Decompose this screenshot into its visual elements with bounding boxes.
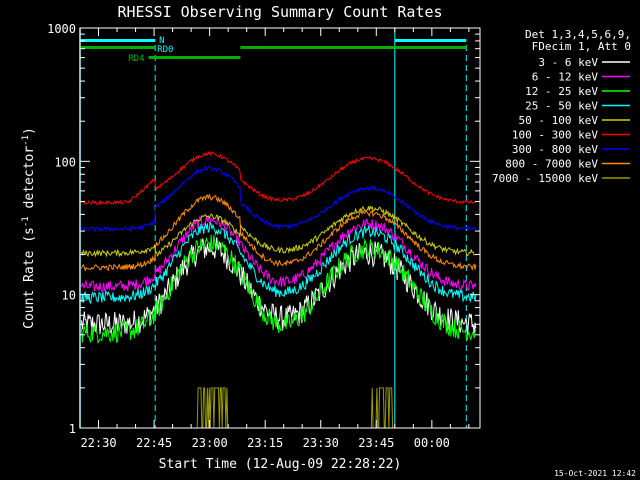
y-axis: 1 10 100 1000 bbox=[47, 22, 480, 436]
night-flag-bar bbox=[394, 39, 467, 42]
x-tick-label: 00:00 bbox=[414, 436, 450, 450]
x-axis: 22:30 22:45 23:00 23:15 23:30 23:45 00:00 bbox=[79, 28, 470, 450]
rd4-flag-bar bbox=[148, 56, 241, 59]
series-line-6 bbox=[81, 150, 477, 206]
flag-label-n: N bbox=[159, 36, 164, 46]
x-tick-label: 23:30 bbox=[303, 436, 339, 450]
series-line-7 bbox=[81, 166, 477, 233]
legend-entry-label: 12 - 25 keV bbox=[525, 85, 598, 98]
y-axis-label-end: ) bbox=[22, 127, 37, 135]
legend-entry-label: 800 - 7000 keV bbox=[505, 158, 598, 171]
legend-entry-label: 100 - 300 keV bbox=[512, 129, 598, 142]
series-line-5 bbox=[81, 205, 476, 258]
series-line-3 bbox=[81, 234, 477, 345]
x-tick-label: 22:30 bbox=[80, 436, 116, 450]
y-tick-label: 1000 bbox=[47, 22, 76, 36]
x-axis-label: Start Time (12-Aug-09 22:28:22) bbox=[159, 457, 402, 472]
series-line-4 bbox=[81, 222, 477, 305]
x-tick-label: 22:45 bbox=[136, 436, 172, 450]
legend-entry-label: 3 - 6 keV bbox=[538, 56, 598, 69]
x-tick-label: 23:15 bbox=[247, 436, 283, 450]
series-line-8 bbox=[81, 193, 477, 272]
y-tick-label: 1 bbox=[69, 422, 76, 436]
x-tick-label: 23:00 bbox=[192, 436, 228, 450]
legend-entry-label: 50 - 100 keV bbox=[519, 114, 599, 127]
series-line-2 bbox=[81, 215, 477, 294]
x-tick-label: 23:45 bbox=[358, 436, 394, 450]
y-axis-label-main: Count Rate (s bbox=[22, 227, 37, 329]
y-axis-label-mid: detector bbox=[22, 146, 37, 217]
legend-entry-label: 300 - 800 keV bbox=[512, 143, 598, 156]
series-line-1 bbox=[81, 237, 477, 336]
rd0-flag-bar bbox=[240, 46, 467, 49]
y-tick-label: 10 bbox=[62, 289, 76, 303]
legend-header-line1: Det 1,3,4,5,6,9, bbox=[525, 28, 631, 41]
flag-label-rd0: RD0 bbox=[157, 45, 173, 55]
legend-entry-label: 6 - 12 keV bbox=[532, 71, 599, 84]
y-axis-label-sup1: -1 bbox=[21, 216, 31, 227]
flag-label-rd4: RD4 bbox=[128, 54, 144, 64]
y-tick-label: 100 bbox=[54, 155, 76, 169]
night-flag-bar bbox=[80, 39, 156, 42]
legend-entry-label: 7000 - 15000 keV bbox=[492, 172, 598, 185]
plot-frame bbox=[79, 27, 481, 429]
y-axis-label-sup2: -1 bbox=[21, 135, 31, 146]
y-axis-label: Count Rate (s-1 detector-1) bbox=[21, 127, 37, 329]
legend-entry-label: 25 - 50 keV bbox=[525, 100, 598, 113]
rd0-flag-bar bbox=[80, 46, 156, 49]
plot-timestamp: 15-Oct-2021 12:42 bbox=[554, 469, 636, 478]
legend-header-line2: FDecim 1, Att 0 bbox=[532, 40, 631, 53]
chart-title: RHESSI Observing Summary Count Rates bbox=[117, 3, 442, 21]
